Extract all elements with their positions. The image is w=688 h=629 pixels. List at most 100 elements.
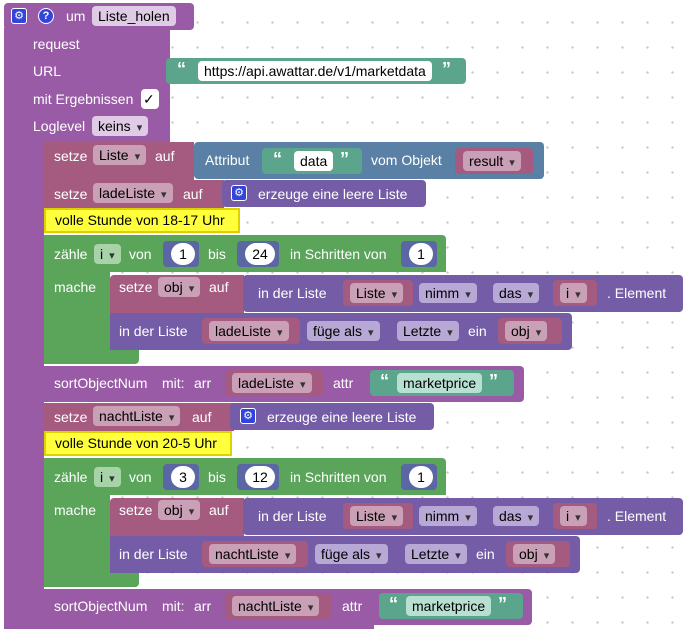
item-var-dropdown[interactable]: obj <box>505 321 548 341</box>
quote-open-icon: “ <box>389 594 398 614</box>
function-keyword: um <box>66 8 86 24</box>
element-label: . Element <box>607 285 667 301</box>
attr-label: attr <box>342 598 363 614</box>
quote-close-icon: ” <box>498 594 507 614</box>
setze-label: setze <box>119 279 153 295</box>
setze-label: setze <box>54 186 88 202</box>
create-list-label: erzeuge eine leere Liste <box>267 409 417 425</box>
to-value[interactable]: 12 <box>245 466 275 488</box>
in-der-liste-label: in der Liste <box>258 285 327 301</box>
comment-text: volle Stunde von 20-5 Uhr <box>55 435 217 451</box>
results-label: mit Ergebnissen <box>33 91 134 107</box>
loop-footer <box>44 350 139 364</box>
nimm-dropdown[interactable]: nimm <box>419 283 477 303</box>
var-ladeliste-dropdown[interactable]: ladeListe <box>93 183 173 203</box>
step-value[interactable]: 1 <box>409 243 433 265</box>
insert-list-dropdown[interactable]: nachtListe <box>209 544 297 564</box>
mit-label: mit: <box>162 598 185 614</box>
loop-var-dropdown[interactable]: i <box>94 467 121 487</box>
auf-label: auf <box>209 502 229 518</box>
bis-label: bis <box>208 469 226 485</box>
create-list-block[interactable] <box>230 403 434 430</box>
quote-open-icon: “ <box>380 371 389 391</box>
insert-pos-dropdown[interactable]: Letzte <box>405 544 467 564</box>
mache-label: mache <box>54 502 97 518</box>
loop-footer <box>44 573 139 587</box>
sort-list-dropdown[interactable]: nachtListe <box>232 596 320 616</box>
var-liste-dropdown[interactable]: Liste <box>93 145 147 165</box>
step-value[interactable]: 1 <box>409 466 433 488</box>
quote-open-icon: “ <box>273 149 282 169</box>
steps-label: in Schritten von <box>290 246 387 262</box>
das-dropdown[interactable]: das <box>493 506 540 526</box>
gear-icon[interactable]: ⚙ <box>11 8 27 24</box>
comment-block[interactable] <box>44 208 240 233</box>
quote-open-icon: “ <box>177 59 186 79</box>
loglevel-label: Loglevel <box>33 118 86 134</box>
arr-label: arr <box>194 375 212 391</box>
next-block-edge <box>44 625 374 629</box>
request-block-bar <box>24 140 44 629</box>
url-label: URL <box>33 63 62 79</box>
index-var-dropdown[interactable]: i <box>560 506 587 526</box>
mit-label: mit: <box>162 375 185 391</box>
zaehle-label: zähle <box>54 469 88 485</box>
element-label: . Element <box>607 508 667 524</box>
from-value[interactable]: 3 <box>171 466 195 488</box>
results-checkbox[interactable]: ✓ <box>141 89 159 109</box>
obj-var-dropdown[interactable]: obj <box>158 500 201 520</box>
to-value[interactable]: 24 <box>245 243 275 265</box>
function-name-field[interactable]: Liste_holen <box>92 6 176 26</box>
nimm-dropdown[interactable]: nimm <box>419 506 477 526</box>
list-var-dropdown[interactable]: Liste <box>350 506 404 526</box>
auf-label: auf <box>192 409 212 425</box>
insert-list-dropdown[interactable]: ladeListe <box>209 321 289 341</box>
quote-close-icon: ” <box>489 371 498 391</box>
comment-block[interactable] <box>44 431 232 456</box>
item-var-dropdown[interactable]: obj <box>513 544 556 564</box>
loop-var-dropdown[interactable]: i <box>94 244 121 264</box>
quote-close-icon: ” <box>442 59 451 79</box>
help-icon[interactable]: ? <box>38 8 54 24</box>
arr-label: arr <box>194 598 212 614</box>
auf-label: auf <box>155 148 175 164</box>
gear-icon[interactable]: ⚙ <box>240 408 256 424</box>
loop-body-bar <box>44 493 110 585</box>
sort-attr-field[interactable]: marketprice <box>406 596 492 616</box>
result-var-dropdown[interactable]: result <box>463 151 521 171</box>
setze-label: setze <box>119 502 153 518</box>
list-var-dropdown[interactable]: Liste <box>350 283 404 303</box>
in-der-liste-label: in der Liste <box>119 546 188 562</box>
zaehle-label: zähle <box>54 246 88 262</box>
sort-fn-label: sortObjectNum <box>54 375 148 391</box>
attribut-label: Attribut <box>205 152 250 168</box>
quote-close-icon: ” <box>340 149 349 169</box>
auf-label: auf <box>209 279 229 295</box>
attr-data-field[interactable]: data <box>294 151 334 171</box>
index-var-dropdown[interactable]: i <box>560 283 587 303</box>
insert-mode-dropdown[interactable]: füge als <box>307 321 380 341</box>
sort-attr-field[interactable]: marketprice <box>397 373 483 393</box>
create-list-block[interactable] <box>222 180 426 207</box>
von-label: von <box>129 469 152 485</box>
obj-var-dropdown[interactable]: obj <box>158 277 201 297</box>
insert-pos-dropdown[interactable]: Letzte <box>397 321 459 341</box>
in-der-liste-label: in der Liste <box>119 323 188 339</box>
insert-mode-dropdown[interactable]: füge als <box>315 544 388 564</box>
auf-label: auf <box>183 186 203 202</box>
request-label: request <box>33 36 80 52</box>
loglevel-dropdown[interactable]: keins <box>92 116 149 136</box>
comment-text: volle Stunde von 18-17 Uhr <box>55 212 225 228</box>
gear-icon[interactable]: ⚙ <box>231 185 247 201</box>
url-field[interactable]: https://api.awattar.de/v1/marketdata <box>198 61 432 81</box>
ein-label: ein <box>476 546 495 562</box>
in-der-liste-label: in der Liste <box>258 508 327 524</box>
var-nachtliste-dropdown[interactable]: nachtListe <box>93 406 181 426</box>
ein-label: ein <box>468 323 487 339</box>
from-value[interactable]: 1 <box>171 243 195 265</box>
attr-label: attr <box>333 375 354 391</box>
mache-label: mache <box>54 279 97 295</box>
von-label: von <box>129 246 152 262</box>
das-dropdown[interactable]: das <box>493 283 540 303</box>
sort-list-dropdown[interactable]: ladeListe <box>232 373 312 393</box>
